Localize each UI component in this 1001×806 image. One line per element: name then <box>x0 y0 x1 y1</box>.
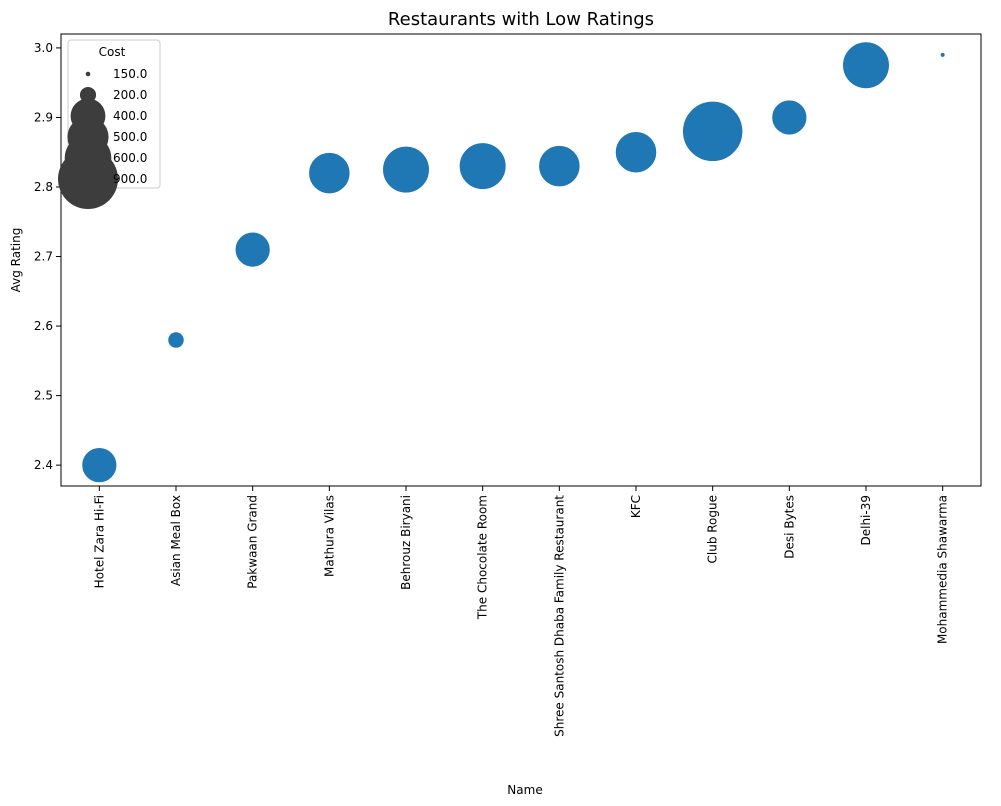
y-axis-label: Avg Rating <box>9 228 23 293</box>
point-shree-santosh-dhaba-family-restaurant <box>538 145 581 187</box>
x-tick-label: Desi Bytes <box>782 495 796 559</box>
legend-title: Cost <box>99 45 126 59</box>
x-tick-label: Club Rogue <box>706 495 720 564</box>
point-the-chocolate-room <box>459 142 507 190</box>
legend-marker <box>85 71 91 77</box>
x-tick-label: Pakwaan Grand <box>246 495 260 589</box>
legend-label: 200.0 <box>113 88 147 102</box>
legend-label: 150.0 <box>113 67 147 81</box>
point-asian-meal-box <box>167 331 185 349</box>
y-tick-label: 2.9 <box>34 110 53 124</box>
x-axis-label: Name <box>507 783 542 797</box>
y-tick-label: 2.7 <box>34 250 53 264</box>
x-tick-label: Mohammedia Shawarma <box>936 495 950 644</box>
x-tick-label: Asian Meal Box <box>169 495 183 586</box>
point-kfc <box>615 131 657 174</box>
y-tick-label: 2.6 <box>34 319 53 333</box>
x-tick-label: Delhi-39 <box>859 495 873 546</box>
plot-frame <box>60 33 982 487</box>
x-tick-label: The Chocolate Room <box>476 495 490 620</box>
x-tick-label: Behrouz Biryani <box>399 495 413 590</box>
legend-marker <box>79 86 97 104</box>
legend-label: 600.0 <box>113 151 147 165</box>
y-tick-label: 2.4 <box>34 458 53 472</box>
data-points <box>81 41 946 483</box>
y-tick-label: 2.8 <box>34 180 53 194</box>
y-tick-label: 2.5 <box>34 389 53 403</box>
point-mathura-vilas <box>308 152 351 194</box>
point-hotel-zara-hi-fi <box>81 447 118 483</box>
x-tick-label: Shree Santosh Dhaba Family Restaurant <box>552 495 566 737</box>
x-axis-ticks: Hotel Zara Hi-Fi Asian Meal Box Pakwaan Gr… <box>92 486 950 737</box>
y-tick-label: 3.0 <box>34 41 53 55</box>
point-delhi-39 <box>842 41 890 89</box>
x-tick-label: KFC <box>629 495 643 518</box>
y-axis-ticks: 2.4 2.5 2.6 2.7 2.8 2.9 3.0 <box>34 41 61 472</box>
legend-label: 500.0 <box>113 130 147 144</box>
legend-label: 400.0 <box>113 109 147 123</box>
x-tick-label: Hotel Zara Hi-Fi <box>92 495 106 588</box>
x-tick-label: Mathura Vilas <box>322 495 336 577</box>
legend-marker <box>58 149 118 209</box>
point-behrouz-biryani <box>382 146 430 194</box>
point-club-rogue <box>682 101 743 162</box>
legend-label: 900.0 <box>113 172 147 186</box>
chart-title: Restaurants with Low Ratings <box>388 9 654 30</box>
point-desi-bytes <box>771 99 808 136</box>
point-mohammedia-shawarma <box>940 52 946 58</box>
legend: Cost 150.0 200.0 400.0 500.0 600.0 900.0 <box>58 39 161 209</box>
point-pakwaan-grand <box>234 231 271 268</box>
